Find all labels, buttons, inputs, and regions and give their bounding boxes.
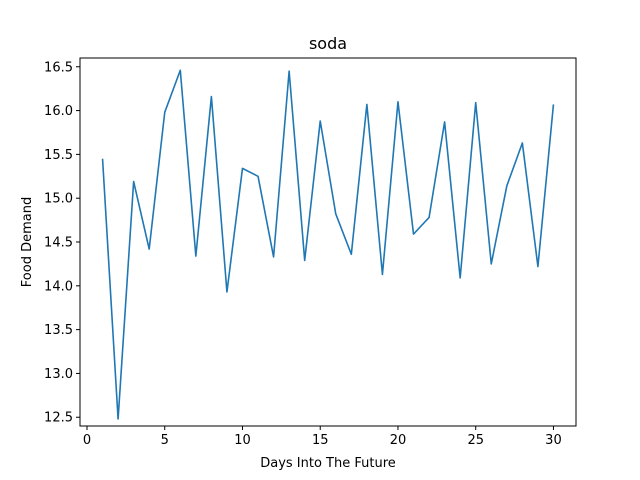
y-tick-label: 16.5 bbox=[44, 60, 73, 75]
x-tick-label: 25 bbox=[467, 433, 484, 448]
y-axis-label: Food Demand bbox=[20, 197, 35, 287]
x-axis-ticks: 0 5 10 15 20 25 30 bbox=[83, 426, 562, 448]
chart-title: soda bbox=[309, 34, 347, 53]
y-tick-label: 13.0 bbox=[44, 367, 73, 382]
y-axis-ticks: 12.5 13.0 13.5 14.0 14.5 15.0 15.5 16.0 16.5 bbox=[44, 60, 80, 426]
y-tick-label: 15.0 bbox=[44, 192, 73, 207]
x-tick-label: 0 bbox=[83, 433, 91, 448]
y-tick-label: 13.5 bbox=[44, 323, 73, 338]
y-tick-label: 14.5 bbox=[44, 236, 73, 251]
y-tick-label: 16.0 bbox=[44, 104, 73, 119]
y-tick-label: 14.0 bbox=[44, 279, 73, 294]
x-tick-label: 10 bbox=[234, 433, 251, 448]
y-tick-label: 12.5 bbox=[44, 411, 73, 426]
y-tick-label: 15.5 bbox=[44, 148, 73, 163]
series-line bbox=[101, 69, 555, 420]
plot-area bbox=[101, 69, 555, 420]
x-tick-label: 15 bbox=[312, 433, 329, 448]
x-tick-label: 5 bbox=[161, 433, 169, 448]
x-tick-label: 20 bbox=[390, 433, 407, 448]
x-tick-label: 30 bbox=[545, 433, 562, 448]
x-axis-label: Days Into The Future bbox=[260, 456, 396, 471]
